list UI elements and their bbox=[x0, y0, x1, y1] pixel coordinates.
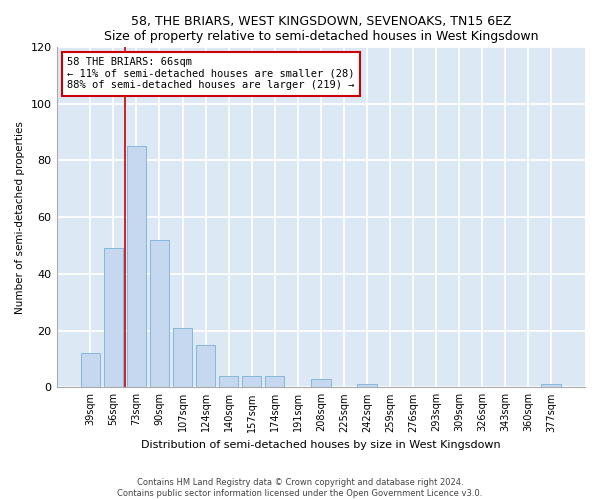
Bar bbox=[242, 376, 262, 388]
Bar bbox=[80, 354, 100, 388]
Text: Contains HM Land Registry data © Crown copyright and database right 2024.
Contai: Contains HM Land Registry data © Crown c… bbox=[118, 478, 482, 498]
Bar bbox=[173, 328, 193, 388]
Bar bbox=[127, 146, 146, 388]
Bar bbox=[196, 345, 215, 388]
Bar bbox=[104, 248, 123, 388]
X-axis label: Distribution of semi-detached houses by size in West Kingsdown: Distribution of semi-detached houses by … bbox=[141, 440, 500, 450]
Bar bbox=[219, 376, 238, 388]
Text: 58 THE BRIARS: 66sqm
← 11% of semi-detached houses are smaller (28)
88% of semi-: 58 THE BRIARS: 66sqm ← 11% of semi-detac… bbox=[67, 57, 355, 90]
Y-axis label: Number of semi-detached properties: Number of semi-detached properties bbox=[15, 120, 25, 314]
Bar bbox=[311, 379, 331, 388]
Title: 58, THE BRIARS, WEST KINGSDOWN, SEVENOAKS, TN15 6EZ
Size of property relative to: 58, THE BRIARS, WEST KINGSDOWN, SEVENOAK… bbox=[104, 15, 538, 43]
Bar bbox=[149, 240, 169, 388]
Bar bbox=[357, 384, 377, 388]
Bar bbox=[265, 376, 284, 388]
Bar bbox=[541, 384, 561, 388]
